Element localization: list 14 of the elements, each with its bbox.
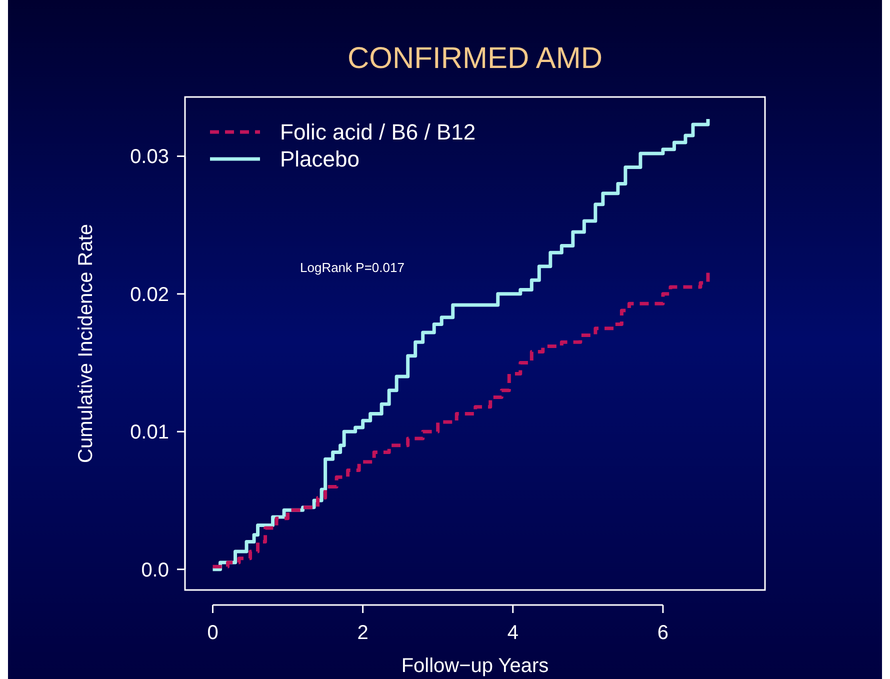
x-tick-label: 4: [507, 622, 518, 644]
x-tick-label: 6: [657, 622, 669, 644]
x-tick-label: 0: [207, 622, 218, 644]
chart-title: CONFIRMED AMD: [348, 42, 602, 75]
y-axis-title: Cumulative Incidence Rate: [75, 224, 97, 464]
legend-label: Folic acid / B6 / B12: [280, 120, 476, 145]
y-tick-label: 0.02: [130, 284, 169, 306]
x-tick-label: 2: [357, 622, 368, 644]
y-tick-label: 0.03: [130, 146, 169, 168]
legend-label: Placebo: [280, 146, 360, 172]
y-tick-label: 0.0: [141, 559, 169, 582]
annotation: LogRank P=0.017: [300, 260, 404, 275]
y-tick-label: 0.01: [130, 422, 169, 444]
x-axis-title: Follow−up Years: [401, 655, 549, 677]
